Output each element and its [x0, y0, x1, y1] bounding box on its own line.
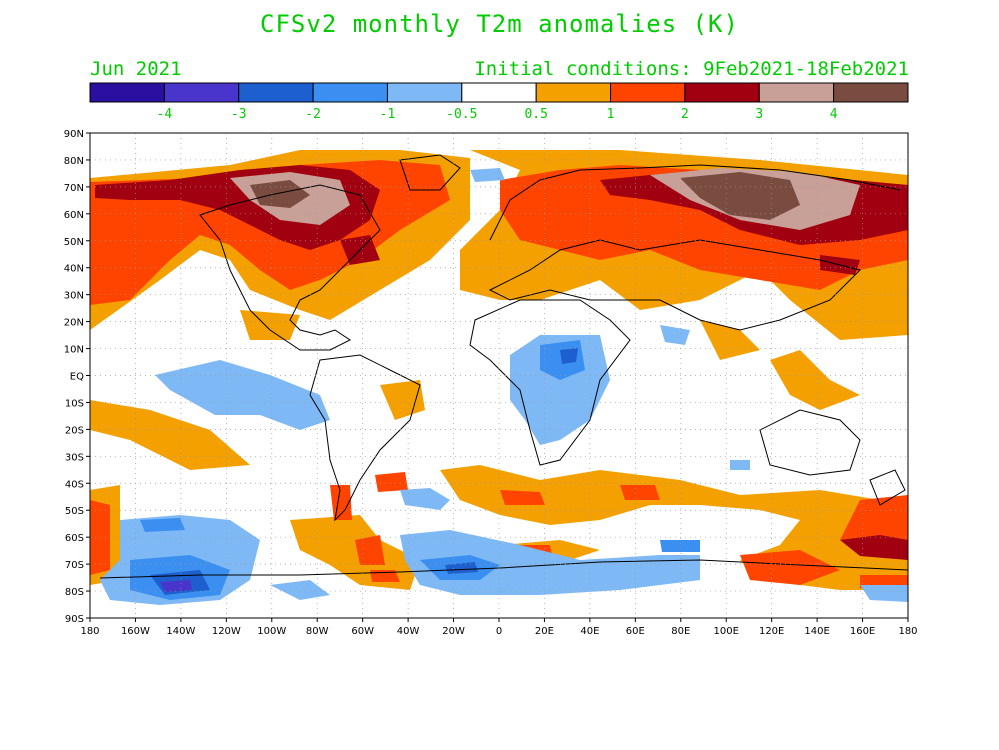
colorbar-tick-label: 4 [830, 107, 838, 122]
latitude-label: 60N [64, 210, 84, 221]
latitude-label: 70S [65, 560, 84, 571]
latitude-label: 40S [65, 479, 84, 490]
longitude-label: 0 [496, 626, 502, 637]
longitude-label: 160W [121, 626, 150, 637]
longitude-label: 100W [257, 626, 286, 637]
colorbar-tick-label: 0.5 [524, 107, 547, 122]
latitude-label: 70N [64, 183, 84, 194]
colorbar-swatch [238, 82, 314, 103]
latitude-label: 90S [65, 614, 84, 625]
latitude-label: 10S [65, 398, 84, 409]
colorbar: -4 -3 -2 -1 -0.5 0.5 1 2 3 4 [89, 82, 909, 122]
longitude-label: 160E [850, 626, 875, 637]
latitude-label: 50N [64, 237, 84, 248]
longitude-label: 180 [80, 626, 99, 637]
colorbar-swatch [758, 82, 835, 103]
colorbar-tick-label: 1 [607, 107, 615, 122]
latitude-label: 40N [64, 264, 84, 275]
initial-conditions-label: Initial conditions: 9Feb2021-18Feb2021 [474, 58, 909, 80]
colorbar-tick-label: -3 [231, 107, 247, 122]
latitude-label: 80S [65, 587, 84, 598]
longitude-label: 180 [898, 626, 917, 637]
colorbar-swatch [89, 82, 165, 103]
latitude-label: 80N [64, 156, 84, 167]
forecast-month-label: Jun 2021 [90, 58, 182, 80]
longitude-label: 140E [804, 626, 829, 637]
longitude-label: 100E [714, 626, 739, 637]
colorbar-tick-label: -2 [305, 107, 321, 122]
colorbar-tick-label: 3 [755, 107, 763, 122]
latitude-label: 10N [64, 345, 84, 356]
map-title: CFSv2 monthly T2m anomalies (K) [260, 10, 739, 38]
longitude-label: 60E [626, 626, 645, 637]
map-frame [89, 132, 909, 619]
graticule [90, 133, 908, 618]
colorbar-tick-label: -0.5 [446, 107, 477, 122]
colorbar-tick-label: 2 [681, 107, 689, 122]
latitude-label: 20N [64, 318, 84, 329]
coastlines [99, 154, 908, 579]
longitude-label: 40W [397, 626, 420, 637]
anomaly-field-cool-3 [160, 580, 192, 592]
longitude-label: 60W [351, 626, 374, 637]
latitude-label: 30S [65, 452, 84, 463]
colorbar-tick-label: -1 [380, 107, 396, 122]
longitude-label: 80W [306, 626, 329, 637]
colorbar-tick-label: -4 [157, 107, 173, 122]
longitude-label: 20E [535, 626, 554, 637]
latitude-label: 30N [64, 291, 84, 302]
longitude-label: 20W [442, 626, 465, 637]
colorbar-swatch [461, 82, 537, 103]
colorbar-swatch [610, 82, 686, 103]
latitude-label: 20S [65, 425, 84, 436]
longitude-labels: 180 160W 140W 120W 100W 80W 60W 40W 20W 0 20E 40E 60… [80, 618, 918, 637]
longitude-label: 120E [759, 626, 784, 637]
colorbar-swatch [535, 82, 612, 103]
longitude-label: 140W [166, 626, 195, 637]
latitude-label: 90N [64, 129, 84, 140]
longitude-label: 40E [580, 626, 599, 637]
longitude-label: 120W [212, 626, 241, 637]
latitude-label: 60S [65, 533, 84, 544]
latitude-labels: 90N 80N 70N 60N 50N 40N 30N 20N 10N EQ 10S 20S 30S 40… [64, 129, 90, 625]
colorbar-swatch [312, 82, 388, 103]
longitude-label: 80E [671, 626, 690, 637]
colorbar-swatch [163, 82, 240, 103]
latitude-label: EQ [70, 372, 84, 383]
colorbar-swatch [386, 82, 463, 103]
latitude-label: 50S [65, 506, 84, 517]
colorbar-swatch [833, 82, 909, 103]
colorbar-swatch [684, 82, 760, 103]
